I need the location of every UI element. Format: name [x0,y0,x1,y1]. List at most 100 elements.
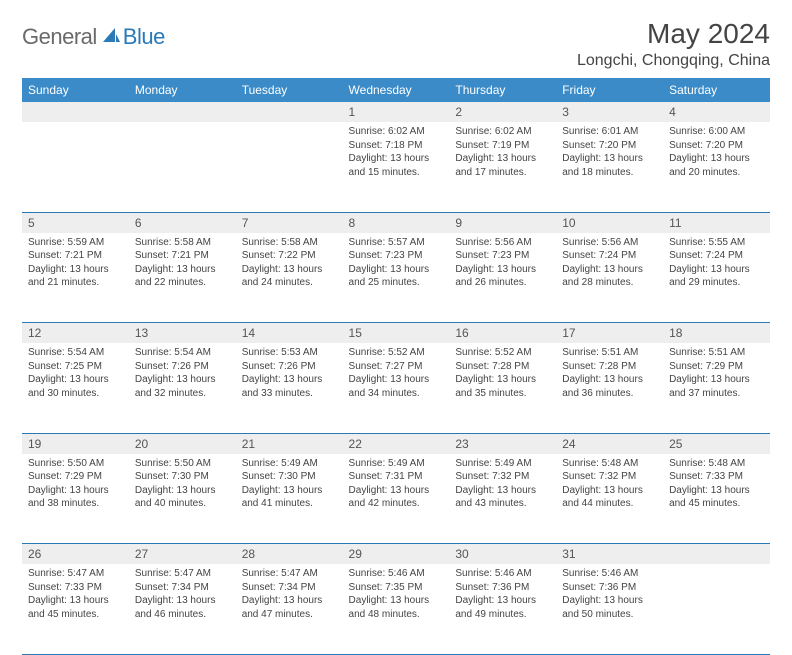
sunset-text: Sunset: 7:21 PM [135,249,230,263]
daylight-text-1: Daylight: 13 hours [28,484,123,498]
day-detail-cell: Sunrise: 5:46 AMSunset: 7:35 PMDaylight:… [343,564,450,654]
daylight-text-1: Daylight: 13 hours [28,373,123,387]
daylight-text-2: and 20 minutes. [669,166,764,180]
logo-sail-icon [101,26,121,49]
daylight-text-2: and 47 minutes. [242,608,337,622]
day-detail-cell: Sunrise: 5:54 AMSunset: 7:25 PMDaylight:… [22,343,129,433]
sunset-text: Sunset: 7:33 PM [669,470,764,484]
day-detail-cell: Sunrise: 6:02 AMSunset: 7:18 PMDaylight:… [343,122,450,212]
daylight-text-2: and 34 minutes. [349,387,444,401]
sunrise-text: Sunrise: 5:46 AM [349,567,444,581]
daylight-text-2: and 33 minutes. [242,387,337,401]
day-detail-cell: Sunrise: 5:49 AMSunset: 7:30 PMDaylight:… [236,454,343,544]
day-detail-cell: Sunrise: 5:54 AMSunset: 7:26 PMDaylight:… [129,343,236,433]
daylight-text-1: Daylight: 13 hours [562,152,657,166]
day-detail-row: Sunrise: 5:59 AMSunset: 7:21 PMDaylight:… [22,233,770,323]
sunset-text: Sunset: 7:30 PM [135,470,230,484]
day-number-cell: 26 [22,544,129,565]
logo: General Blue [22,24,165,50]
daylight-text-2: and 48 minutes. [349,608,444,622]
daylight-text-1: Daylight: 13 hours [669,263,764,277]
day-detail-cell: Sunrise: 5:48 AMSunset: 7:32 PMDaylight:… [556,454,663,544]
logo-text-blue: Blue [123,24,165,50]
day-number-cell: 16 [449,323,556,344]
sunset-text: Sunset: 7:33 PM [28,581,123,595]
day-number-cell: 10 [556,212,663,233]
day-detail-cell: Sunrise: 5:50 AMSunset: 7:29 PMDaylight:… [22,454,129,544]
title-block: May 2024 Longchi, Chongqing, China [577,18,770,70]
daylight-text-1: Daylight: 13 hours [349,263,444,277]
sunrise-text: Sunrise: 5:50 AM [135,457,230,471]
day-number-row: 12131415161718 [22,323,770,344]
day-detail-cell: Sunrise: 5:47 AMSunset: 7:34 PMDaylight:… [236,564,343,654]
sunrise-text: Sunrise: 5:54 AM [135,346,230,360]
daylight-text-1: Daylight: 13 hours [242,594,337,608]
day-detail-cell: Sunrise: 5:56 AMSunset: 7:24 PMDaylight:… [556,233,663,323]
day-number-cell [22,102,129,122]
day-number-cell: 1 [343,102,450,122]
sunrise-text: Sunrise: 5:56 AM [455,236,550,250]
sunrise-text: Sunrise: 6:01 AM [562,125,657,139]
sunset-text: Sunset: 7:36 PM [562,581,657,595]
sunrise-text: Sunrise: 6:02 AM [455,125,550,139]
daylight-text-2: and 43 minutes. [455,497,550,511]
daylight-text-1: Daylight: 13 hours [562,594,657,608]
sunset-text: Sunset: 7:20 PM [562,139,657,153]
day-detail-cell: Sunrise: 6:01 AMSunset: 7:20 PMDaylight:… [556,122,663,212]
day-number-cell: 7 [236,212,343,233]
sunrise-text: Sunrise: 5:56 AM [562,236,657,250]
daylight-text-1: Daylight: 13 hours [242,484,337,498]
day-detail-cell: Sunrise: 5:47 AMSunset: 7:34 PMDaylight:… [129,564,236,654]
day-number-cell: 4 [663,102,770,122]
sunrise-text: Sunrise: 5:47 AM [28,567,123,581]
daylight-text-1: Daylight: 13 hours [455,373,550,387]
day-number-cell: 28 [236,544,343,565]
day-number-row: 19202122232425 [22,433,770,454]
sunrise-text: Sunrise: 6:00 AM [669,125,764,139]
sunset-text: Sunset: 7:35 PM [349,581,444,595]
sunrise-text: Sunrise: 5:59 AM [28,236,123,250]
day-number-cell [663,544,770,565]
day-detail-cell: Sunrise: 5:56 AMSunset: 7:23 PMDaylight:… [449,233,556,323]
daylight-text-1: Daylight: 13 hours [349,152,444,166]
daylight-text-2: and 29 minutes. [669,276,764,290]
day-number-cell: 21 [236,433,343,454]
day-number-cell: 17 [556,323,663,344]
daylight-text-2: and 35 minutes. [455,387,550,401]
day-detail-cell: Sunrise: 5:49 AMSunset: 7:31 PMDaylight:… [343,454,450,544]
day-number-cell: 22 [343,433,450,454]
daylight-text-1: Daylight: 13 hours [562,373,657,387]
day-detail-cell: Sunrise: 5:58 AMSunset: 7:22 PMDaylight:… [236,233,343,323]
day-detail-cell: Sunrise: 5:48 AMSunset: 7:33 PMDaylight:… [663,454,770,544]
day-detail-row: Sunrise: 5:50 AMSunset: 7:29 PMDaylight:… [22,454,770,544]
daylight-text-2: and 50 minutes. [562,608,657,622]
daylight-text-2: and 44 minutes. [562,497,657,511]
sunset-text: Sunset: 7:22 PM [242,249,337,263]
daylight-text-1: Daylight: 13 hours [562,263,657,277]
day-number-cell [236,102,343,122]
sunrise-text: Sunrise: 5:47 AM [135,567,230,581]
daylight-text-2: and 30 minutes. [28,387,123,401]
sunrise-text: Sunrise: 5:47 AM [242,567,337,581]
day-number-cell: 29 [343,544,450,565]
sunrise-text: Sunrise: 5:46 AM [455,567,550,581]
daylight-text-2: and 18 minutes. [562,166,657,180]
calendar-table: Sunday Monday Tuesday Wednesday Thursday… [22,78,770,655]
day-detail-cell: Sunrise: 5:51 AMSunset: 7:28 PMDaylight:… [556,343,663,433]
sunrise-text: Sunrise: 5:49 AM [349,457,444,471]
sunrise-text: Sunrise: 5:51 AM [669,346,764,360]
header: General Blue May 2024 Longchi, Chongqing… [22,18,770,70]
day-number-cell: 13 [129,323,236,344]
daylight-text-1: Daylight: 13 hours [455,152,550,166]
daylight-text-2: and 32 minutes. [135,387,230,401]
weekday-header: Friday [556,78,663,102]
daylight-text-1: Daylight: 13 hours [135,594,230,608]
sunrise-text: Sunrise: 5:55 AM [669,236,764,250]
day-detail-cell: Sunrise: 5:50 AMSunset: 7:30 PMDaylight:… [129,454,236,544]
sunset-text: Sunset: 7:36 PM [455,581,550,595]
sunrise-text: Sunrise: 5:58 AM [242,236,337,250]
day-detail-row: Sunrise: 5:47 AMSunset: 7:33 PMDaylight:… [22,564,770,654]
page-title: May 2024 [577,18,770,50]
sunset-text: Sunset: 7:19 PM [455,139,550,153]
sunset-text: Sunset: 7:21 PM [28,249,123,263]
